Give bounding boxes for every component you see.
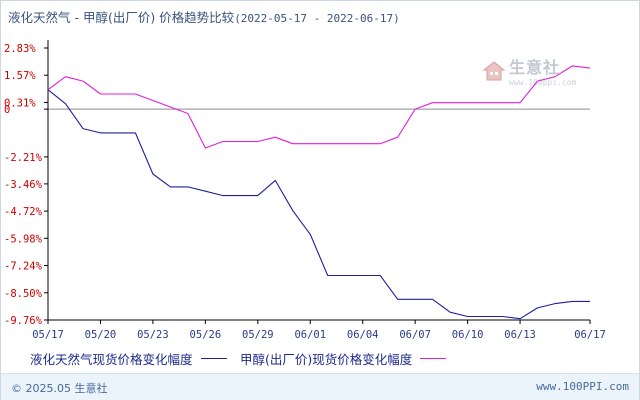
chart-title-main: 液化天然气 - 甲醇(出厂价) 价格趋势比较: [8, 10, 235, 25]
legend-label-methanol: 甲醇(出厂价)现货价格变化幅度: [240, 352, 413, 367]
chart-title-range: (2022-05-17 - 2022-06-17): [234, 12, 400, 25]
house-logo-icon: [483, 60, 505, 80]
y-tick-label: -3.46%: [4, 179, 43, 191]
chart-title: 液化天然气 - 甲醇(出厂价) 价格趋势比较(2022-05-17 - 2022…: [8, 7, 400, 26]
watermark-url: www.100ppi.com: [509, 78, 577, 87]
x-tick-label: 05/17: [32, 329, 64, 341]
y-tick-label: -4.72%: [4, 206, 43, 218]
legend-item-methanol: 甲醇(出厂价)现货价格变化幅度: [240, 349, 447, 368]
footer-bar: © 2025.05 生意社 www.100PPI.com: [1, 373, 639, 400]
x-tick-label: 06/13: [504, 329, 536, 341]
y-tick-label: 2.83%: [4, 43, 36, 55]
watermark-name: 生意社: [509, 58, 561, 77]
y-tick-label: -9.76%: [4, 315, 43, 327]
lng-series-line: [47, 89, 590, 320]
x-tick-label: 06/17: [574, 329, 606, 341]
x-tick-label: 06/01: [294, 329, 326, 341]
watermark-logo: 生意社 www.100ppi.com: [483, 54, 576, 87]
x-tick-label: 06/07: [399, 329, 431, 341]
x-tick-label: 05/20: [85, 329, 117, 341]
methanol-series-line: [47, 65, 591, 149]
footer-copyright: © 2025.05 生意社: [11, 382, 108, 395]
x-tick-label: 05/29: [242, 329, 274, 341]
y-tick-label: 0: [4, 104, 10, 116]
x-tick-label: 05/26: [190, 329, 222, 341]
x-tick-label: 05/23: [137, 329, 169, 341]
legend-swatch-lng: [200, 358, 227, 359]
footer-site-link[interactable]: www.100PPI.com: [536, 380, 629, 393]
legend-swatch-methanol: [420, 358, 447, 359]
y-tick-label: -5.98%: [4, 233, 43, 245]
legend-item-lng: 液化天然气现货价格变化幅度: [30, 349, 227, 368]
y-tick-label: -7.24%: [4, 261, 43, 273]
y-tick-label: 0.31%: [4, 97, 36, 109]
y-tick-label: 1.57%: [4, 70, 36, 82]
y-tick-label: -2.21%: [4, 152, 43, 164]
x-tick-label: 06/10: [452, 329, 484, 341]
x-tick-label: 06/04: [347, 329, 379, 341]
y-tick-label: -8.50%: [4, 288, 43, 300]
legend-label-lng: 液化天然气现货价格变化幅度: [30, 352, 193, 367]
line-chart: 2.83% 1.57% 0.31%0 -2.21% -3.46% -4.72% -5.98%…: [4, 40, 606, 341]
